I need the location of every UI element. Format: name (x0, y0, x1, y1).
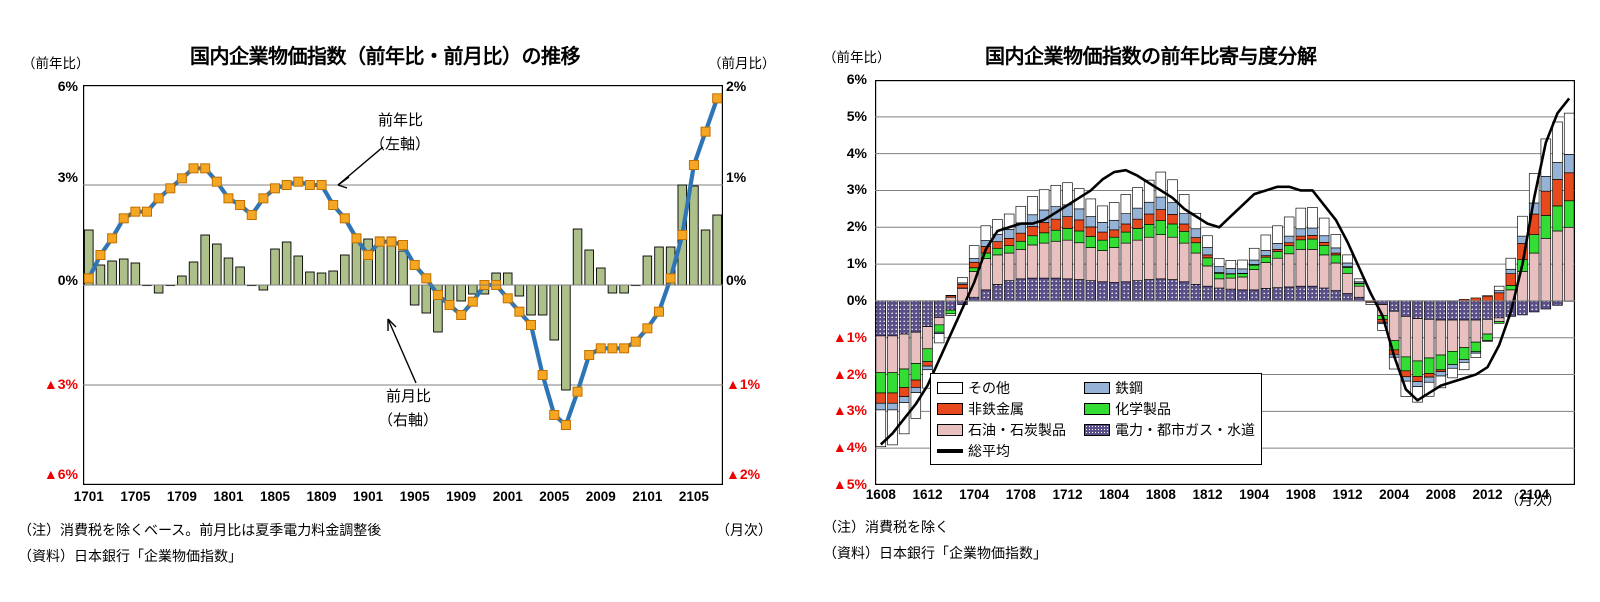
right-freq-label: （月次） (1505, 492, 1561, 508)
left-annotation-line-2: （左軸） (370, 136, 431, 153)
left-xtick: 2009 (585, 489, 616, 504)
left-ytick-neg3: ▲3% (43, 376, 78, 392)
right-xtick: 1712 (1052, 487, 1083, 502)
left-xtick: 1809 (306, 489, 337, 504)
left-freq-label: （月次） (716, 522, 772, 538)
left-note-2: （資料）日本銀行「企業物価指数」 (18, 548, 242, 564)
right-ytick: ▲5% (832, 476, 867, 492)
left-annotation-bar-1: 前月比 (386, 388, 432, 405)
legend-item[interactable]: 化学製品 (1084, 399, 1255, 419)
right-xtick: 1708 (1005, 487, 1036, 502)
legend-item[interactable]: その他 (937, 378, 1066, 398)
right-chart-legend: その他 鉄鋼非鉄金属 化学製品石油・石炭製品 電力・都市ガス・水道総平均 (930, 373, 1262, 465)
right-xtick: 1908 (1285, 487, 1316, 502)
left-chart-unit-right: （前月比） (708, 56, 776, 71)
right-xtick: 2012 (1472, 487, 1503, 502)
legend-swatch (1084, 403, 1110, 415)
right-xtick: 1904 (1239, 487, 1270, 502)
legend-item[interactable]: 鉄鋼 (1084, 378, 1255, 398)
left-xtick: 1705 (120, 489, 151, 504)
legend-swatch (937, 449, 963, 453)
legend-label: 化学製品 (1115, 401, 1171, 417)
legend-swatch (1084, 424, 1110, 436)
right-note-1: （注）消費税を除く (823, 519, 949, 535)
right-xtick: 1812 (1192, 487, 1223, 502)
right-note-2: （資料）日本銀行「企業物価指数」 (823, 545, 1047, 561)
legend-item[interactable]: 総平均 (937, 441, 1066, 461)
right-ytick: 0% (846, 291, 867, 308)
left-chart-title: 国内企業物価指数（前年比・前月比）の推移 (190, 46, 581, 68)
legend-item[interactable]: 電力・都市ガス・水道 (1084, 420, 1255, 440)
left-chart-unit-left: （前年比） (22, 56, 90, 71)
left-y2tick-1: 1% (726, 169, 747, 185)
legend-label: 電力・都市ガス・水道 (1115, 422, 1255, 438)
right-xtick: 1808 (1145, 487, 1176, 502)
left-xtick: 1701 (73, 489, 104, 504)
left-ytick-6: 6% (57, 78, 78, 94)
left-annotation-bar-2: （右軸） (378, 412, 439, 429)
right-ytick: 5% (846, 107, 867, 124)
right-xtick: 1804 (1099, 487, 1130, 502)
legend-label: 石油・石炭製品 (968, 422, 1066, 438)
left-xtick: 1905 (399, 489, 430, 504)
right-ytick: 3% (846, 181, 867, 198)
legend-label: 鉄鋼 (1115, 380, 1143, 396)
left-xtick: 1805 (259, 489, 291, 504)
left-xtick: 1709 (166, 489, 197, 504)
right-ytick: 6% (846, 71, 867, 87)
right-xtick: 1612 (912, 487, 943, 502)
legend-swatch (1084, 382, 1110, 394)
left-note-1: （注）消費税を除くベース。前月比は夏季電力料金調整後 (18, 522, 382, 538)
legend-swatch (937, 424, 963, 436)
right-ytick: ▲2% (832, 365, 867, 382)
right-xtick: 2008 (1425, 487, 1456, 502)
right-ytick: ▲4% (832, 439, 867, 456)
legend-label: 非鉄金属 (968, 401, 1024, 417)
left-chart-panel: 国内企業物価指数（前年比・前月比）の推移 （前年比） （前月比） 6% 3% 0… (18, 46, 776, 564)
left-y2tick-2: 2% (726, 78, 747, 94)
left-chart-plot (83, 85, 723, 485)
left-ytick-3: 3% (57, 169, 78, 185)
legend-item[interactable]: 非鉄金属 (937, 399, 1066, 419)
legend-label: その他 (968, 380, 1010, 396)
legend-label: 総平均 (968, 443, 1010, 459)
right-ytick: ▲1% (832, 328, 867, 345)
left-xtick: 1909 (446, 489, 477, 504)
left-xtick: 1801 (213, 489, 244, 504)
right-xtick: 1608 (865, 487, 896, 502)
left-y2tick-0: 0% (726, 272, 747, 288)
left-xtick: 2001 (492, 489, 523, 504)
left-xtick: 2005 (539, 489, 570, 504)
right-xtick: 1912 (1332, 487, 1363, 502)
left-xtick: 1901 (353, 489, 384, 504)
right-chart-panel: 国内企業物価指数の前年比寄与度分解 （前年比） 6% 5% 4% 3% 2% 1% 0% ▲1… (805, 0, 1600, 602)
right-ytick: ▲3% (832, 402, 867, 419)
left-xtick: 2105 (678, 489, 709, 504)
right-xtick: 1704 (959, 487, 990, 502)
right-xtick: 2104 (1519, 487, 1550, 502)
right-chart-unit-left: （前年比） (823, 50, 891, 65)
left-annotation-line-1: 前年比 (378, 112, 424, 129)
legend-item[interactable]: 石油・石炭製品 (937, 420, 1066, 440)
legend-swatch (937, 382, 963, 394)
left-ytick-neg6: ▲6% (43, 466, 78, 482)
left-ytick-0: 0% (57, 272, 78, 288)
right-ytick: 4% (846, 144, 867, 161)
legend-swatch (937, 403, 963, 415)
left-y2tick-neg1: ▲1% (726, 376, 761, 392)
left-y2tick-neg2: ▲2% (726, 466, 761, 482)
left-xtick: 2101 (632, 489, 663, 504)
right-xtick: 2004 (1379, 487, 1410, 502)
right-ytick: 1% (846, 255, 867, 272)
right-chart-title: 国内企業物価指数の前年比寄与度分解 (985, 46, 1317, 68)
right-ytick: 2% (846, 218, 867, 235)
